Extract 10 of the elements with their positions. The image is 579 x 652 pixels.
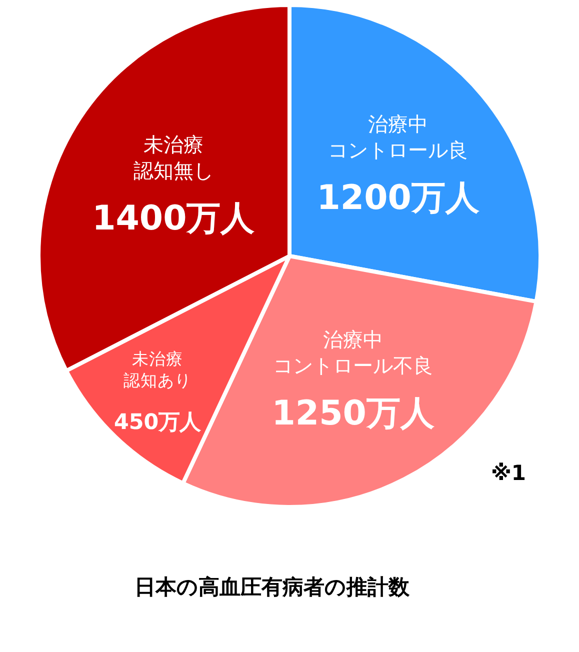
- slice-label: 治療中コントロール良: [328, 112, 468, 162]
- text: 日本の高血圧有病者の推計数: [134, 575, 411, 600]
- text: ※1: [491, 461, 526, 485]
- slice-label: 未治療認知無し: [133, 132, 214, 182]
- slice-label: 未治療認知あり: [123, 350, 192, 390]
- data-label: 1250万人: [272, 394, 436, 434]
- data-label: 1200万人: [316, 178, 480, 218]
- data-label: 1400万人: [92, 198, 256, 238]
- data-label: 450万人: [114, 410, 202, 436]
- slice-label: 治療中コントロール不良: [273, 328, 434, 378]
